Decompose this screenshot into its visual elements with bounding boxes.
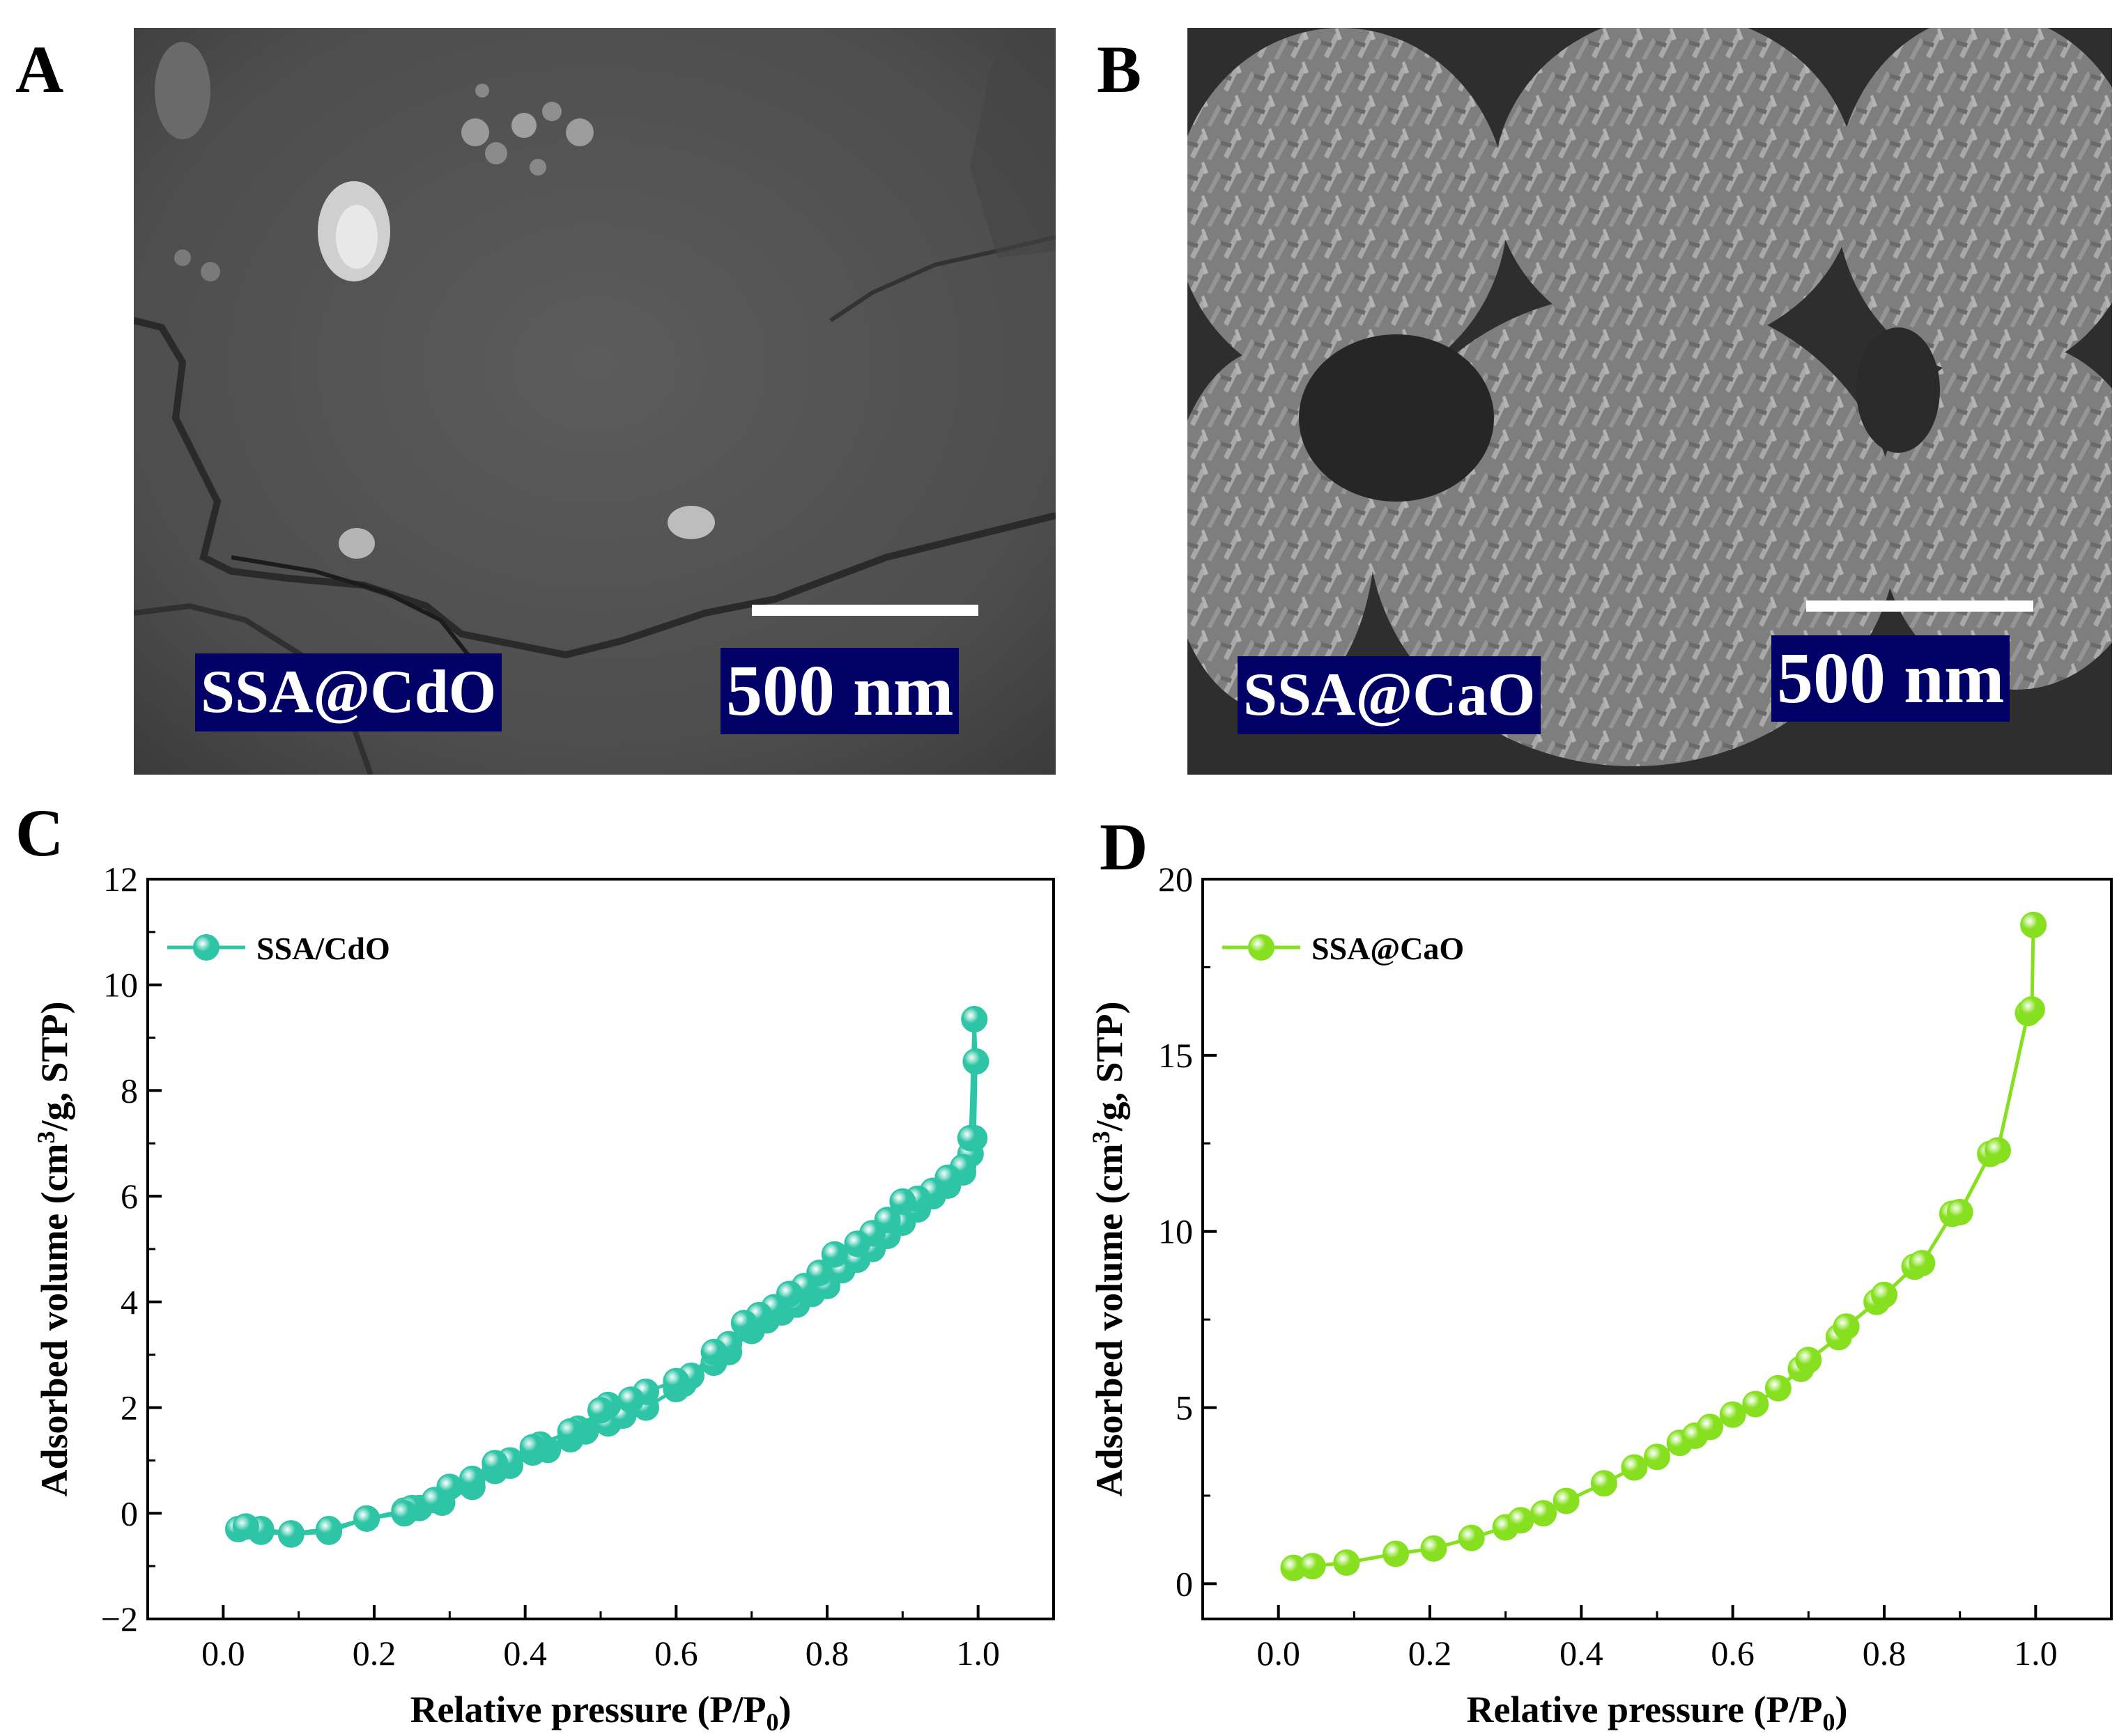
- y-tick-label: −2: [101, 1599, 138, 1638]
- panel-letter-d: D: [1100, 809, 1148, 884]
- data-point: [421, 1487, 448, 1514]
- sample-label-a: SSA@CdO: [195, 653, 502, 731]
- x-tick-label: 0.8: [806, 1634, 849, 1673]
- data-point: [353, 1505, 380, 1532]
- plot-frame: [146, 878, 1055, 1620]
- data-point: [617, 1386, 645, 1413]
- data-point: [821, 1241, 848, 1268]
- x-tick-label: 0.6: [654, 1634, 698, 1673]
- panel-letter-c: C: [15, 796, 64, 870]
- data-point: [961, 1006, 988, 1033]
- x-axis-label: Relative pressure (P/P0): [410, 1689, 792, 1736]
- y-tick-label: 6: [121, 1177, 138, 1216]
- panel-letter-a: A: [15, 32, 64, 107]
- x-tick-label: 1.0: [956, 1634, 1000, 1673]
- sem-image-cdo: SSA@CdO 500 nm: [134, 28, 1056, 775]
- scale-bar-a: [752, 605, 978, 616]
- y-tick-label: 10: [103, 966, 138, 1005]
- legend-marker: [193, 934, 219, 961]
- data-point: [519, 1434, 546, 1461]
- x-axis-label-end: ): [778, 1689, 791, 1730]
- y-tick-label: 8: [121, 1071, 138, 1110]
- y-tick-label: 2: [121, 1388, 138, 1427]
- panel-letter-b: B: [1097, 32, 1142, 107]
- x-tick-label: 0.4: [503, 1634, 547, 1673]
- data-point: [730, 1310, 757, 1337]
- data-point: [957, 1124, 984, 1152]
- y-axis-label-main: Adsorbed volume (cm: [33, 1144, 75, 1497]
- data-point: [232, 1513, 259, 1540]
- data-point: [557, 1418, 584, 1445]
- data-point: [700, 1338, 727, 1365]
- y-axis-label: Adsorbed volume (cm3/g, STP): [32, 1002, 75, 1497]
- x-axis-label-main: Relative pressure (P/P: [410, 1689, 767, 1730]
- y-tick-label: 12: [103, 860, 138, 899]
- data-point: [482, 1450, 509, 1477]
- y-tick-label: 0: [121, 1494, 138, 1533]
- x-tick-label: 0.2: [353, 1634, 396, 1673]
- y-axis-label-sup: 3: [32, 1131, 60, 1144]
- legend-label: SSA/CdO: [256, 931, 390, 966]
- series-line: [238, 1018, 978, 1537]
- data-point: [663, 1367, 690, 1395]
- y-axis-label-end: /g, STP): [33, 1002, 75, 1132]
- data-point: [391, 1500, 418, 1527]
- data-point: [587, 1397, 614, 1424]
- data-point: [316, 1516, 342, 1543]
- data-point: [844, 1230, 871, 1257]
- scale-bar-b: [1806, 600, 2033, 612]
- scale-label-a: 500 nm: [721, 648, 960, 734]
- sem-cao-drawing: [1187, 28, 2112, 775]
- x-axis-label-sub: 0: [766, 1708, 778, 1736]
- sem-image-cao: SSA@CaO 500 nm: [1187, 28, 2112, 775]
- data-point: [889, 1188, 916, 1215]
- data-point: [962, 1048, 989, 1075]
- y-tick-label: 4: [121, 1282, 138, 1322]
- scale-label-b: 500 nm: [1771, 635, 2010, 722]
- data-point: [459, 1465, 486, 1492]
- x-tick-label: 0.0: [201, 1634, 245, 1673]
- data-point: [277, 1520, 305, 1547]
- sample-label-b: SSA@CaO: [1238, 656, 1541, 734]
